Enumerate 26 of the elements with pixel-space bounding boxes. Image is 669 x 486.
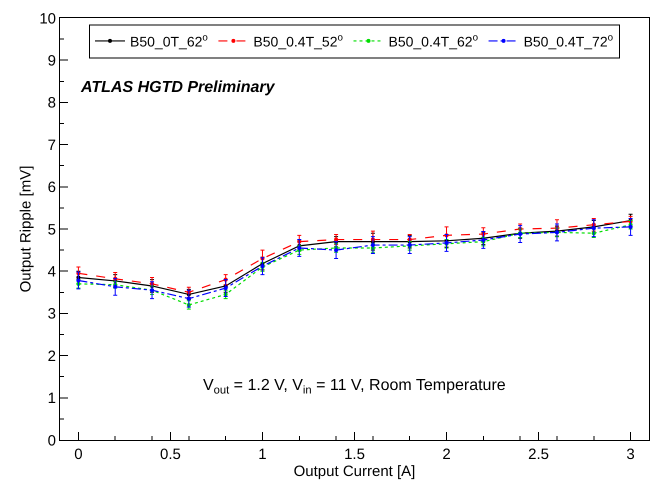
y-tick-label: 6	[48, 179, 56, 196]
y-tick-label: 3	[48, 306, 56, 323]
x-tick-label: 0.5	[160, 446, 181, 463]
y-tick-label: 7	[48, 136, 56, 154]
y-tick-label: 0	[48, 432, 56, 450]
y-tick-label: 9	[48, 52, 56, 70]
y-axis-title: Output Ripple [mV]	[18, 166, 35, 292]
x-tick-label: 3	[626, 446, 635, 463]
x-axis-title: Output Current [A]	[294, 463, 416, 480]
y-tick-label: 1	[48, 390, 56, 408]
y-tick-label: 2	[48, 348, 56, 365]
x-tick-label: 1	[258, 446, 267, 463]
y-tick-label: 10	[39, 10, 56, 28]
annotation: ATLAS HGTD Preliminary	[80, 79, 276, 96]
x-tick-label: 1.5	[344, 446, 365, 463]
y-tick-label: 5	[48, 221, 56, 238]
legend-label: B50_0.4T_52$^{o}$	[253, 32, 344, 50]
x-tick-label: 2.5	[528, 446, 549, 463]
y-tick-label: 4	[48, 263, 56, 280]
legend-label: B50_0T_62$^{o}$	[130, 32, 208, 50]
x-tick-label: 0	[74, 446, 83, 463]
annotation: V$_{out}$ = 1.2 V, V$_{in}$ = 11 V, Room Temperature	[203, 377, 506, 396]
y-tick-label: 8	[48, 94, 56, 112]
x-tick-label: 2	[442, 446, 451, 463]
legend-label: B50_0.4T_62$^{o}$	[388, 32, 479, 50]
legend-label: B50_0.4T_72$^{o}$	[524, 32, 614, 50]
